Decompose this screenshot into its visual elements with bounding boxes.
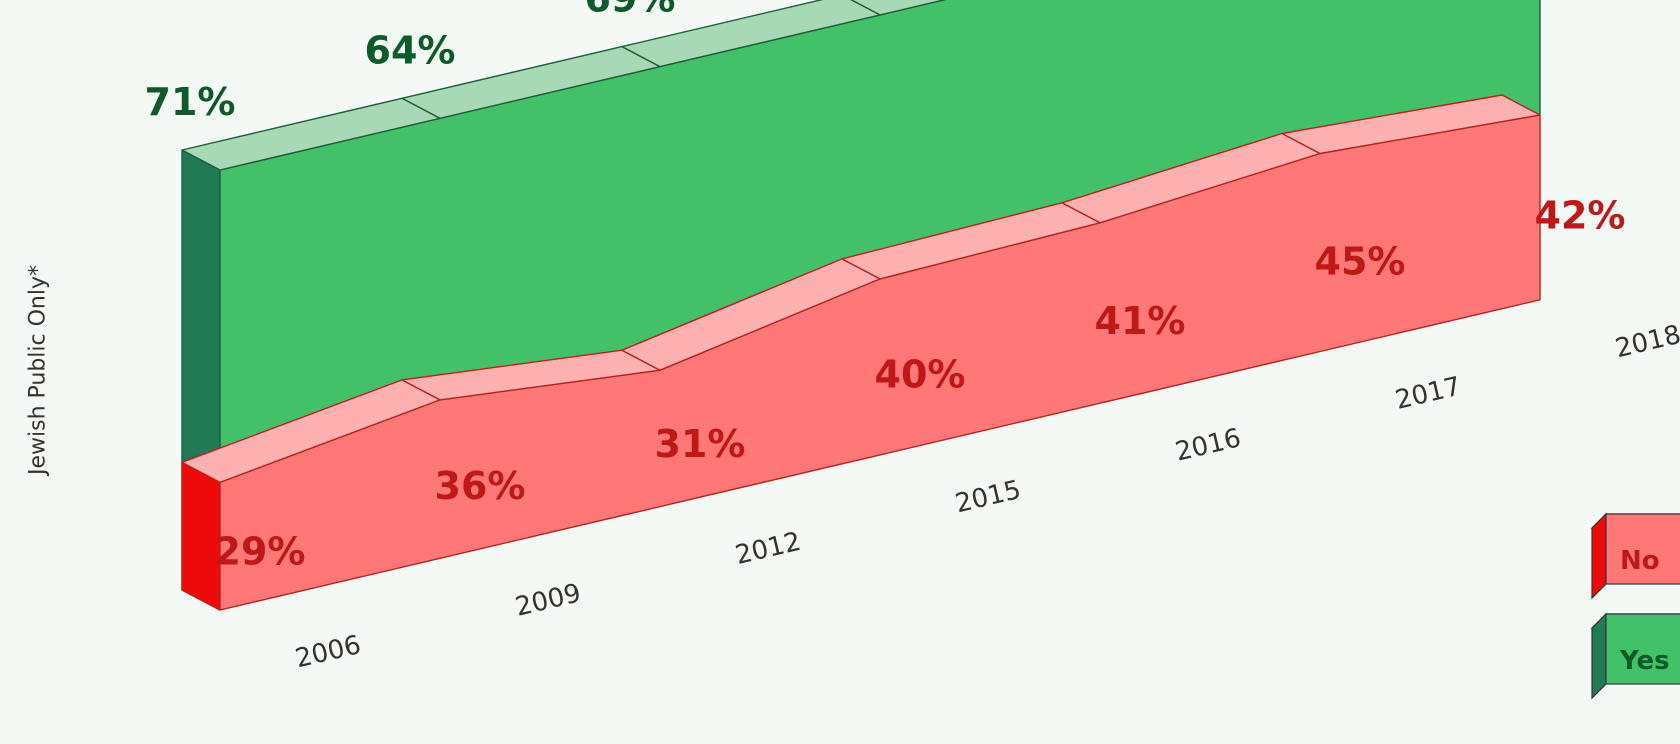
no-value-label: 36% <box>435 464 526 508</box>
no-value-label: 31% <box>655 422 746 466</box>
no-value-label: 40% <box>875 353 966 397</box>
no-value-label: 45% <box>1315 239 1406 283</box>
year-tick-label: 2009 <box>513 578 584 622</box>
legend-yes: Yes <box>1590 612 1680 700</box>
legend-yes-label: Yes <box>1619 646 1670 676</box>
y-axis-label: Jewish Public Only* <box>25 264 51 476</box>
year-tick-label: 2006 <box>293 630 364 674</box>
year-tick-label: 2017 <box>1393 372 1464 416</box>
legend-no-swatch <box>1605 513 1680 585</box>
yes-value-label: 64% <box>365 28 456 72</box>
yes-value-label: 71% <box>145 80 236 124</box>
year-tick-label: 2016 <box>1173 423 1244 467</box>
legend-yes-side <box>1591 612 1607 700</box>
no-value-label: 42% <box>1535 194 1626 238</box>
year-tick-label: 2012 <box>733 527 804 571</box>
yes-value-label: 69% <box>585 0 676 21</box>
legend-no-side <box>1591 512 1607 600</box>
no-value-label: 41% <box>1095 299 1186 343</box>
yes-top-ribbon-segment <box>850 0 947 16</box>
year-tick-label: 2018 <box>1613 320 1680 364</box>
legend-yes-swatch <box>1605 613 1680 685</box>
legend-no: No <box>1590 512 1680 600</box>
legend-no-label: No <box>1620 546 1660 576</box>
no-value-label: 29% <box>215 530 306 574</box>
no-top-ribbon-segment <box>1281 94 1541 155</box>
year-tick-label: 2015 <box>953 475 1024 519</box>
